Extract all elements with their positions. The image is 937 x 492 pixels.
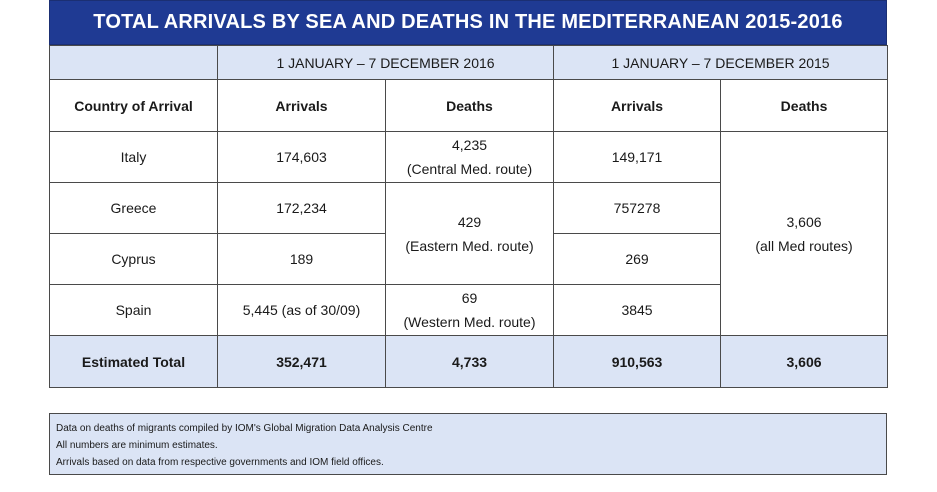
arrivals-2016-cell: 189 xyxy=(217,233,386,285)
deaths-western-route: (Western Med. route) xyxy=(403,314,536,330)
arrivals-2016-cell: 5,445 (as of 30/09) xyxy=(217,284,386,336)
total-row: Estimated Total 352,471 4,733 910,563 3,… xyxy=(49,335,889,388)
total-arrivals-2016: 352,471 xyxy=(217,335,386,388)
deaths-eastern-route-cell: 429 (Eastern Med. route) xyxy=(384,182,555,285)
country-cell: Greece xyxy=(49,182,218,234)
table-row: Cyprus 189 269 xyxy=(49,233,888,285)
deaths-western-value: 69 xyxy=(461,290,478,306)
arrivals-2016-cell: 172,234 xyxy=(217,182,386,234)
arrivals-2015-cell: 269 xyxy=(553,233,722,285)
table-title: TOTAL ARRIVALS BY SEA AND DEATHS IN THE … xyxy=(49,0,887,45)
deaths-2015-route: (all Med routes) xyxy=(755,237,853,254)
period-header-row: 1 JANUARY – 7 DECEMBER 2016 1 JANUARY – … xyxy=(49,45,889,80)
deaths-central-route: (Central Med. route) xyxy=(406,161,533,177)
period-2016: 1 JANUARY – 7 DECEMBER 2016 xyxy=(216,45,555,80)
header-arrivals-2016: Arrivals xyxy=(217,79,386,132)
column-header-row: Country of Arrival Arrivals Deaths Arriv… xyxy=(49,79,889,132)
deaths-2015-value: 3,606 xyxy=(786,213,822,230)
total-arrivals-2015: 910,563 xyxy=(553,335,722,388)
deaths-2015-all-routes-cell: 3,606 (all Med routes) xyxy=(720,131,889,336)
deaths-central-value: 4,235 xyxy=(451,137,488,153)
total-deaths-2016: 4,733 xyxy=(384,335,555,388)
header-deaths-2015: Deaths xyxy=(720,79,889,132)
note-line: Arrivals based on data from respective g… xyxy=(56,457,384,468)
arrivals-2015-cell: 757278 xyxy=(553,182,722,234)
note-line: Data on deaths of migrants compiled by I… xyxy=(56,423,433,434)
arrivals-2016-cell: 174,603 xyxy=(217,131,386,183)
deaths-eastern-route: (Eastern Med. route) xyxy=(405,237,534,254)
country-cell: Italy xyxy=(49,131,218,183)
table-row: Italy 174,603 4,235 (Central Med. route)… xyxy=(49,131,889,336)
arrivals-2015-cell: 149,171 xyxy=(553,131,722,183)
header-country: Country of Arrival xyxy=(49,79,218,132)
table-row: Greece 172,234 429 (Eastern Med. route) … xyxy=(49,182,888,285)
deaths-western-route-cell: 69 (Western Med. route) xyxy=(384,284,555,336)
notes-box: Data on deaths of migrants compiled by I… xyxy=(49,413,887,475)
deaths-eastern-value: 429 xyxy=(457,213,482,230)
total-label: Estimated Total xyxy=(49,335,218,388)
header-arrivals-2015: Arrivals xyxy=(553,79,722,132)
header-deaths-2016: Deaths xyxy=(384,79,555,132)
period-blank-cell xyxy=(49,45,218,80)
country-cell: Spain xyxy=(49,284,218,336)
period-2015: 1 JANUARY – 7 DECEMBER 2015 xyxy=(553,45,889,80)
note-line: All numbers are minimum estimates. xyxy=(56,440,218,451)
country-cell: Cyprus xyxy=(49,233,218,285)
arrivals-deaths-table: 1 JANUARY – 7 DECEMBER 2016 1 JANUARY – … xyxy=(49,45,889,388)
arrivals-2015-cell: 3845 xyxy=(553,284,722,336)
deaths-central-route-cell: 4,235 (Central Med. route) xyxy=(384,131,555,183)
total-deaths-2015: 3,606 xyxy=(720,335,889,388)
